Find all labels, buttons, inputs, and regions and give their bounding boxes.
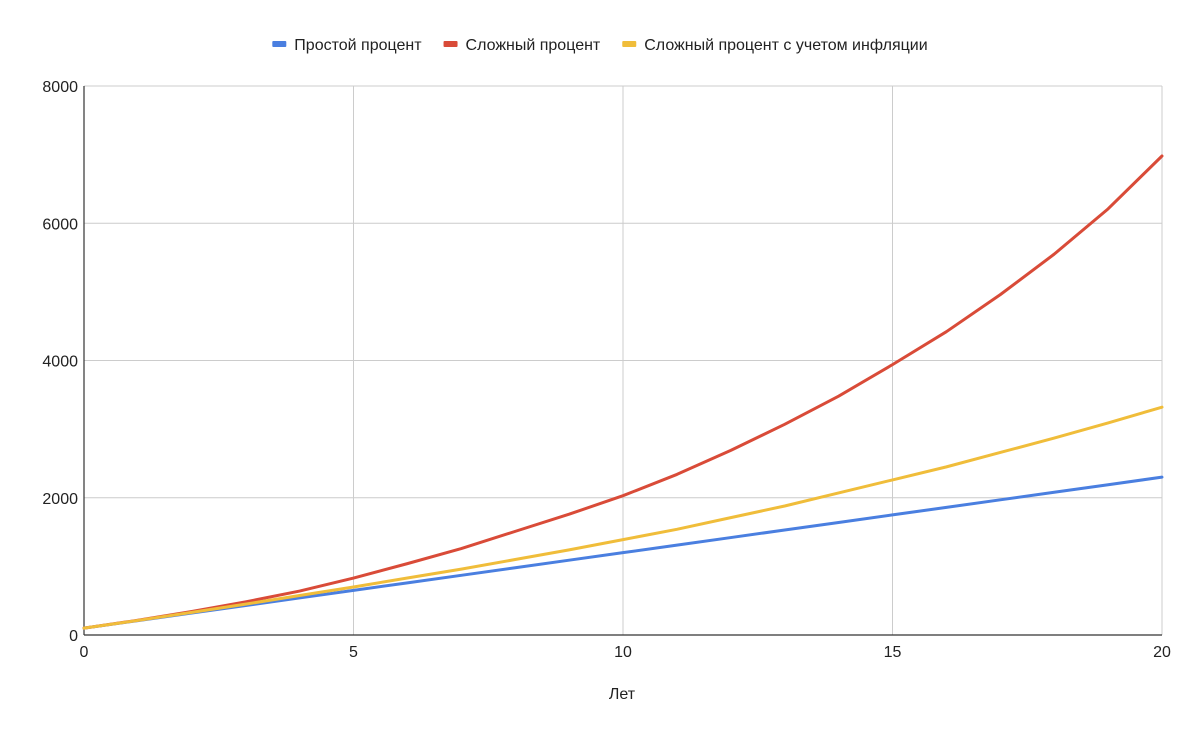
y-tick-label-0: 0 — [69, 628, 78, 645]
series-line-3 — [82, 405, 1164, 630]
axes — [83, 86, 1162, 636]
legend-swatch-2 — [443, 41, 458, 47]
legend-item-1: Простой процент — [272, 37, 422, 54]
x-tick-label-0: 0 — [80, 644, 89, 661]
legend-label-2: Сложный процент — [466, 37, 601, 54]
tick-labels: 0 5 10 15 20 0 2000 4000 6000 8000 — [42, 79, 1171, 661]
legend: Простой процент Сложный процент Сложный пр… — [272, 37, 928, 54]
y-tick-label-6000: 6000 — [42, 216, 78, 233]
x-tick-label-20: 20 — [1153, 644, 1171, 661]
series-lines — [82, 154, 1164, 630]
legend-label-1: Простой процент — [294, 37, 422, 54]
legend-item-3: Сложный процент с учетом инфляции — [622, 37, 928, 54]
legend-swatch-3 — [622, 41, 637, 47]
legend-swatch-1 — [272, 41, 287, 47]
x-tick-label-10: 10 — [614, 644, 632, 661]
y-tick-label-2000: 2000 — [42, 491, 78, 508]
series-line-1 — [82, 475, 1164, 630]
gridlines — [84, 85, 1163, 635]
legend-label-3: Сложный процент с учетом инфляции — [644, 37, 927, 54]
legend-item-2: Сложный процент — [443, 37, 601, 54]
y-tick-label-4000: 4000 — [42, 354, 78, 371]
x-axis-title: Лет — [609, 686, 636, 703]
series-line-2 — [82, 154, 1164, 630]
x-tick-label-5: 5 — [349, 644, 358, 661]
x-tick-label-15: 15 — [884, 644, 902, 661]
y-tick-label-8000: 8000 — [42, 79, 78, 96]
